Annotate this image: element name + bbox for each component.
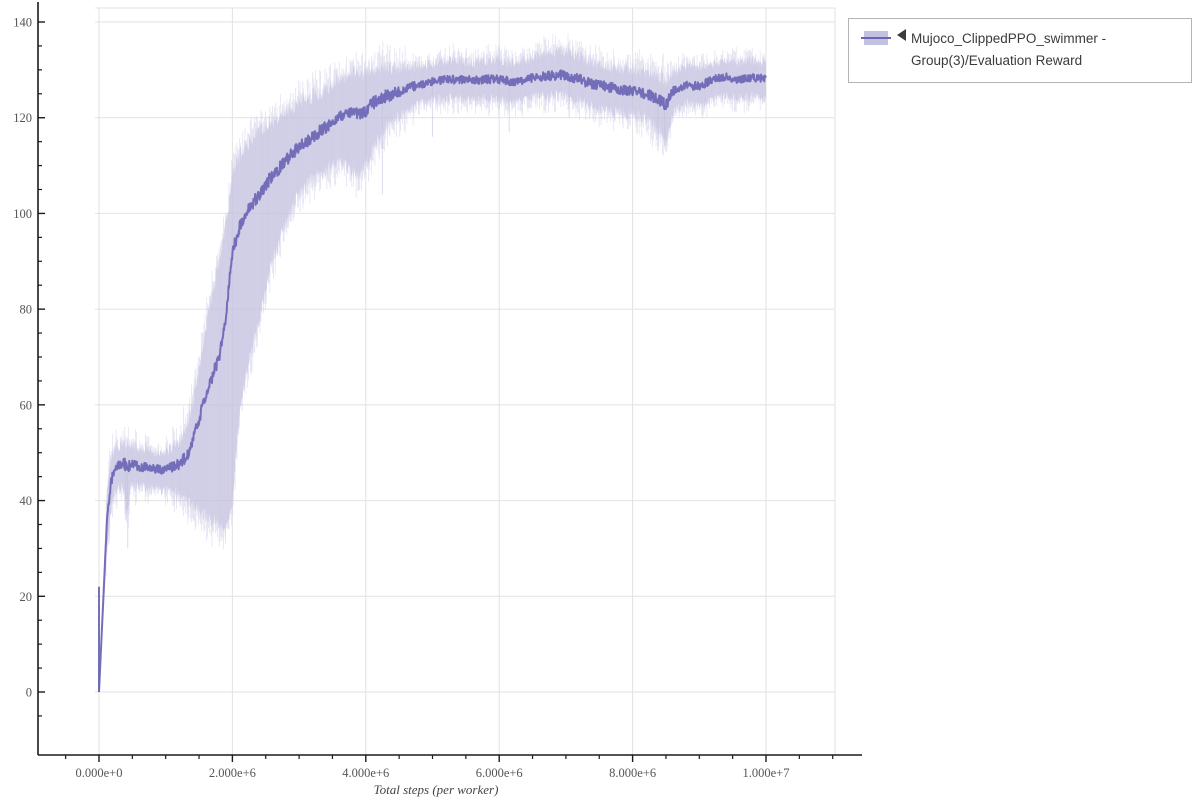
x-axis-tick-label: 8.000e+6 — [609, 766, 656, 780]
y-axis-tick-label: 0 — [26, 686, 32, 700]
x-axis-tick-label: 2.000e+6 — [209, 766, 256, 780]
legend-left-triangle-icon — [897, 29, 906, 41]
chart-series-layer — [98, 33, 767, 693]
chart-axes — [37, 2, 862, 762]
x-axis-tick-label: 1.000e+7 — [743, 766, 790, 780]
y-axis-tick-label: 40 — [20, 494, 33, 508]
y-axis-tick-label: 20 — [20, 590, 33, 604]
y-axis-tick-label: 60 — [20, 398, 33, 412]
y-axis-tick-label: 120 — [13, 111, 32, 125]
legend-line-swatch — [861, 37, 891, 39]
x-axis-tick-label: 6.000e+6 — [476, 766, 523, 780]
legend-swatch — [861, 30, 891, 46]
x-axis-tick-label: 4.000e+6 — [342, 766, 389, 780]
legend-entry-label: Mujoco_ClippedPPO_swimmer - Group(3)/Eva… — [911, 31, 1107, 68]
chart-tick-labels: 0 20 40 60 80 100 120 140 0.000e+0 2.000e+6 4.000e… — [13, 16, 789, 781]
y-axis-tick-label: 80 — [20, 303, 33, 317]
x-axis-tick-label: 0.000e+0 — [76, 766, 123, 780]
y-axis-tick-label: 100 — [13, 207, 32, 221]
x-axis-title: Total steps (per worker) — [374, 782, 499, 797]
chart-legend[interactable]: Mujoco_ClippedPPO_swimmer - Group(3)/Eva… — [848, 18, 1192, 83]
y-axis-tick-label: 140 — [13, 16, 32, 30]
